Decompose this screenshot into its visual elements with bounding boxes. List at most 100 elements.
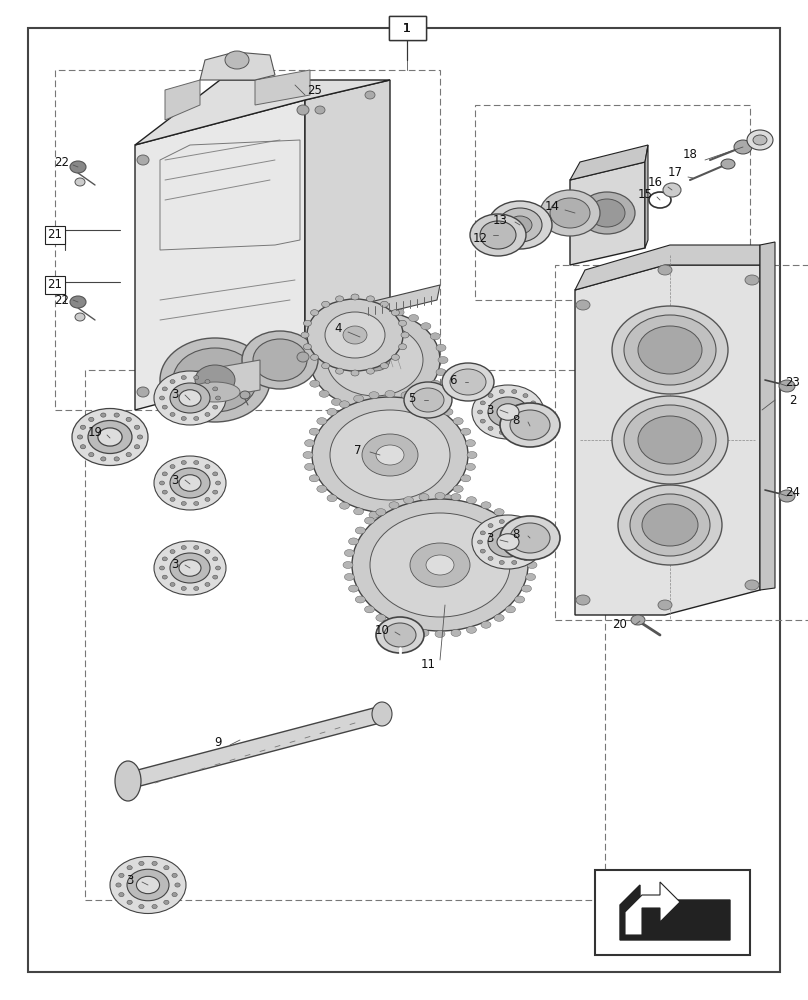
Ellipse shape [506, 517, 516, 524]
Ellipse shape [753, 135, 767, 145]
Ellipse shape [309, 333, 320, 340]
Ellipse shape [170, 550, 175, 554]
Text: 3: 3 [486, 403, 494, 416]
Ellipse shape [500, 516, 560, 560]
Ellipse shape [500, 403, 560, 447]
Ellipse shape [531, 419, 536, 423]
Ellipse shape [351, 294, 359, 300]
Ellipse shape [205, 497, 210, 501]
Ellipse shape [419, 629, 429, 636]
Ellipse shape [419, 494, 429, 501]
Ellipse shape [409, 398, 419, 405]
Ellipse shape [779, 490, 795, 502]
Ellipse shape [162, 405, 167, 409]
Ellipse shape [339, 401, 349, 408]
Ellipse shape [304, 369, 314, 376]
Ellipse shape [70, 161, 86, 173]
Ellipse shape [172, 893, 177, 897]
Text: 3: 3 [171, 388, 179, 401]
Ellipse shape [195, 365, 235, 395]
Text: 19: 19 [87, 426, 103, 440]
Ellipse shape [173, 348, 257, 412]
Ellipse shape [638, 416, 702, 464]
Ellipse shape [499, 520, 504, 524]
Ellipse shape [658, 265, 672, 275]
Ellipse shape [162, 557, 167, 561]
Ellipse shape [612, 306, 728, 394]
Polygon shape [625, 882, 680, 935]
Ellipse shape [181, 546, 187, 550]
Ellipse shape [330, 410, 450, 500]
Ellipse shape [369, 511, 379, 518]
Ellipse shape [376, 509, 386, 516]
Ellipse shape [179, 390, 201, 406]
Ellipse shape [403, 497, 414, 504]
Ellipse shape [515, 527, 524, 534]
Ellipse shape [101, 413, 106, 417]
Ellipse shape [205, 550, 210, 554]
Ellipse shape [310, 354, 318, 360]
Bar [595, 870, 750, 955]
Ellipse shape [310, 311, 440, 409]
Text: 1: 1 [403, 21, 411, 34]
Ellipse shape [162, 575, 167, 579]
Bar [475, 105, 750, 300]
Ellipse shape [194, 586, 199, 590]
Ellipse shape [488, 426, 493, 430]
Text: 4: 4 [335, 322, 342, 334]
Text: 21: 21 [48, 278, 62, 292]
Ellipse shape [436, 369, 446, 376]
Ellipse shape [134, 445, 140, 449]
Ellipse shape [385, 390, 395, 397]
Ellipse shape [137, 387, 149, 397]
Ellipse shape [351, 370, 359, 376]
Ellipse shape [322, 363, 330, 369]
Ellipse shape [190, 382, 240, 402]
Ellipse shape [159, 566, 165, 570]
Text: 22: 22 [54, 294, 69, 306]
Ellipse shape [170, 582, 175, 586]
Ellipse shape [421, 390, 431, 397]
Ellipse shape [488, 527, 528, 557]
Ellipse shape [194, 376, 199, 380]
Ellipse shape [205, 582, 210, 586]
Ellipse shape [630, 494, 710, 556]
Polygon shape [645, 145, 648, 248]
Ellipse shape [499, 430, 504, 434]
Ellipse shape [70, 296, 86, 308]
Ellipse shape [450, 369, 486, 395]
Ellipse shape [481, 502, 491, 509]
Text: 17: 17 [667, 165, 683, 178]
Ellipse shape [472, 515, 544, 569]
Ellipse shape [362, 306, 372, 313]
Ellipse shape [154, 541, 226, 595]
Ellipse shape [488, 397, 528, 427]
Ellipse shape [401, 332, 409, 338]
Polygon shape [125, 705, 385, 790]
Ellipse shape [531, 549, 536, 553]
Ellipse shape [331, 398, 341, 405]
Ellipse shape [170, 497, 175, 501]
Ellipse shape [205, 380, 210, 384]
Ellipse shape [638, 326, 702, 374]
Ellipse shape [480, 419, 486, 423]
Ellipse shape [309, 428, 319, 435]
Ellipse shape [75, 178, 85, 186]
Text: 5: 5 [408, 392, 415, 406]
Ellipse shape [499, 390, 504, 394]
Ellipse shape [430, 333, 440, 340]
Ellipse shape [378, 306, 388, 313]
Ellipse shape [305, 440, 314, 447]
Ellipse shape [472, 385, 544, 439]
Ellipse shape [175, 883, 180, 887]
Ellipse shape [378, 407, 388, 414]
Text: 14: 14 [545, 200, 559, 214]
Ellipse shape [523, 524, 528, 528]
Ellipse shape [213, 557, 217, 561]
Ellipse shape [523, 426, 528, 430]
Ellipse shape [372, 702, 392, 726]
Text: 8: 8 [512, 528, 520, 542]
Ellipse shape [438, 357, 448, 363]
Ellipse shape [304, 344, 314, 351]
Ellipse shape [322, 301, 330, 307]
